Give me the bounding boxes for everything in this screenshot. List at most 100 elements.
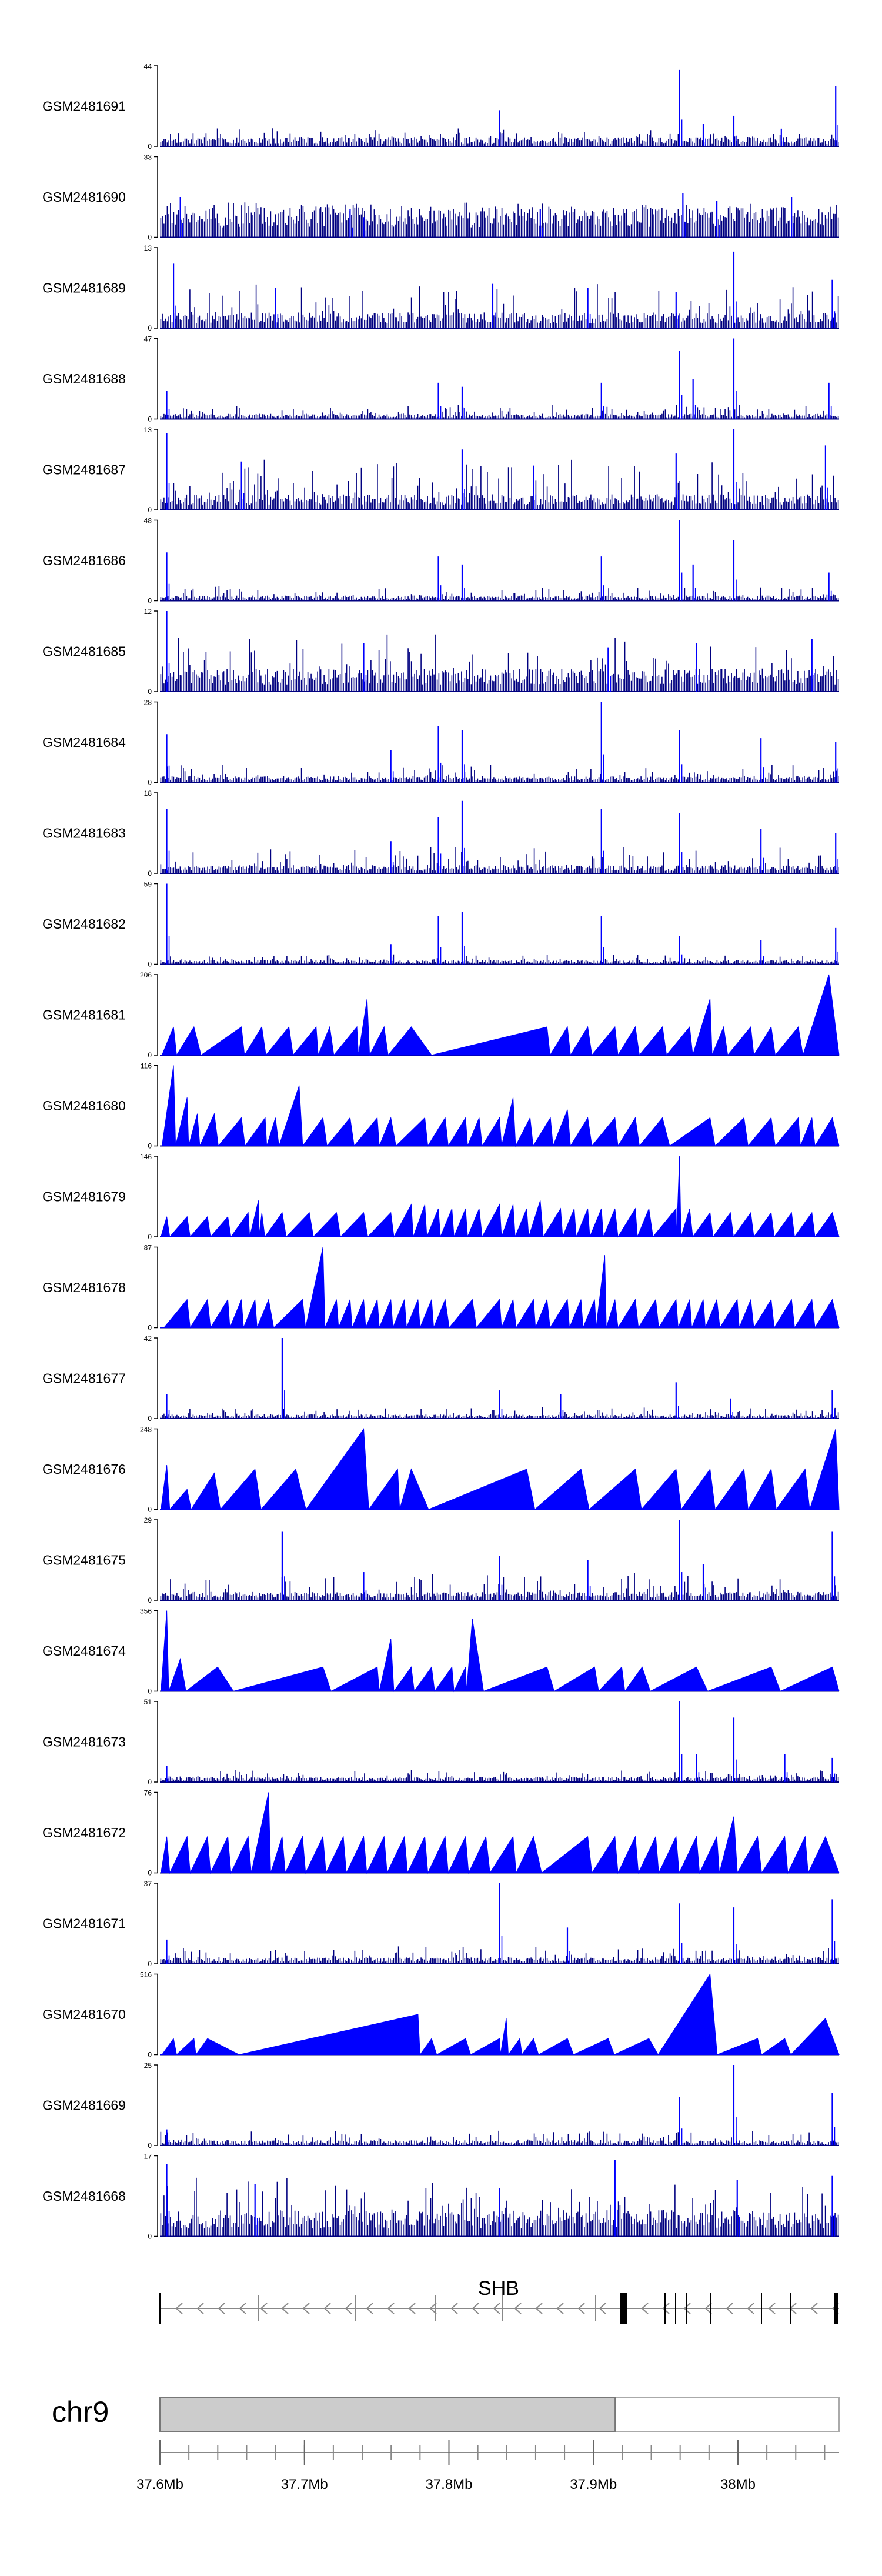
track-label: GSM2481685 [42,644,126,659]
y-max-label: 17 [144,2153,152,2161]
track-GSM2481685: GSM2481685 12 0 [42,608,839,696]
y-min-label: 0 [148,2051,152,2059]
track-label: GSM2481682 [42,916,126,932]
track-GSM2481688: GSM2481688 47 0 [42,335,839,423]
strand-arrow [429,2303,437,2314]
signal-bars [160,634,839,692]
strand-arrow [810,2303,818,2314]
strand-arrow [535,2303,543,2314]
signal-bars [160,128,839,146]
track-GSM2481684: GSM2481684 28 0 [42,699,839,787]
track-label: GSM2481673 [42,1734,126,1750]
strand-arrow [323,2303,331,2314]
y-max-label: 42 [144,1334,152,1343]
y-max-label: 12 [144,608,152,616]
track-GSM2481687: GSM2481687 13 0 [42,426,839,514]
y-max-label: 76 [144,1789,152,1797]
track-label: GSM2481680 [42,1098,126,1113]
signal-bars [160,954,839,965]
track-label: GSM2481677 [42,1371,126,1386]
track-label: GSM2481684 [42,735,126,750]
chromosome-highlight [159,2397,616,2432]
signal-area [160,1973,840,2056]
signal-area [160,1428,840,1511]
track-label: GSM2481671 [42,1916,126,1931]
track-GSM2481673: GSM2481673 51 0 [42,1698,839,1786]
track-label: GSM2481681 [42,1007,126,1023]
y-min-label: 0 [148,1960,152,1968]
track-GSM2481680: GSM2481680 116 0 [42,1062,840,1150]
chromosome-ideogram: chr9 [52,2395,840,2432]
track-label: GSM2481676 [42,1461,126,1477]
signal-bars [160,765,839,783]
strand-arrow [641,2303,649,2314]
strand-arrow [366,2303,373,2314]
y-min-label: 0 [148,1506,152,1514]
track-label: GSM2481691 [42,99,126,114]
y-max-label: 29 [144,1516,152,1524]
track-label: GSM2481686 [42,553,126,568]
y-min-label: 0 [148,597,152,605]
signal-bars [160,2130,839,2145]
track-GSM2481691: GSM2481691 44 0 [42,62,839,151]
y-min-label: 0 [148,1596,152,1604]
y-max-label: 44 [144,62,152,71]
strand-arrow [260,2303,268,2314]
track-label: GSM2481688 [42,371,126,386]
strand-arrow [175,2303,183,2314]
track-GSM2481689: GSM2481689 13 0 [42,244,839,332]
track-GSM2481676: GSM2481676 248 0 [42,1426,840,1514]
y-min-label: 0 [148,1051,152,1059]
strand-arrow [302,2303,310,2314]
signal-bars [160,1946,839,1964]
y-max-label: 116 [141,1062,152,1070]
track-GSM2481672: GSM2481672 76 0 [42,1789,840,1877]
genome-axis: 37.6Mb 37.7Mb 37.8Mb 37.9Mb 38Mb [136,2440,839,2492]
signal-area [160,1792,840,1874]
track-label: GSM2481670 [42,2007,126,2022]
track-label: GSM2481669 [42,2098,126,2113]
strand-arrow [493,2303,500,2314]
track-label: GSM2481690 [42,189,126,205]
signal-bars [160,1407,839,1419]
track-GSM2481668: GSM2481668 17 0 [42,2153,839,2241]
y-max-label: 25 [144,2061,152,2070]
track-GSM2481683: GSM2481683 18 0 [42,789,839,877]
track-GSM2481671: GSM2481671 37 0 [42,1880,839,1968]
y-min-label: 0 [148,1687,152,1696]
strand-arrow [577,2303,585,2314]
signal-bars [160,2177,839,2237]
track-label: GSM2481668 [42,2188,126,2204]
strand-arrow [450,2303,458,2314]
track-label: GSM2481679 [42,1189,126,1204]
y-max-label: 37 [144,1880,152,1888]
strand-arrow [704,2303,712,2314]
y-max-label: 356 [140,1607,152,1616]
track-label: GSM2481683 [42,826,126,841]
signal-bars [160,1770,839,1782]
signal-area [160,1065,840,1147]
gene-name-label: SHB [478,2277,519,2300]
y-min-label: 0 [148,1142,152,1150]
y-min-label: 0 [148,960,152,969]
gene-utr-block [834,2293,838,2324]
y-max-label: 51 [144,1698,152,1706]
y-max-label: 33 [144,154,152,162]
axis-tick-label: 37.6Mb [136,2477,183,2492]
strand-arrow [218,2303,225,2314]
y-min-label: 0 [148,142,152,151]
y-max-label: 248 [140,1426,152,1434]
y-max-label: 146 [140,1153,152,1161]
track-label: GSM2481678 [42,1280,126,1295]
axis-tick-label: 37.7Mb [281,2477,328,2492]
signal-bars [160,845,839,873]
strand-arrow [472,2303,479,2314]
signal-area [160,1610,840,1693]
y-min-label: 0 [148,779,152,787]
y-max-label: 47 [144,335,152,343]
strand-arrow [768,2303,776,2314]
y-max-label: 59 [144,880,152,889]
track-GSM2481678: GSM2481678 87 0 [42,1244,840,1332]
axis-tick-label: 38Mb [720,2477,756,2492]
